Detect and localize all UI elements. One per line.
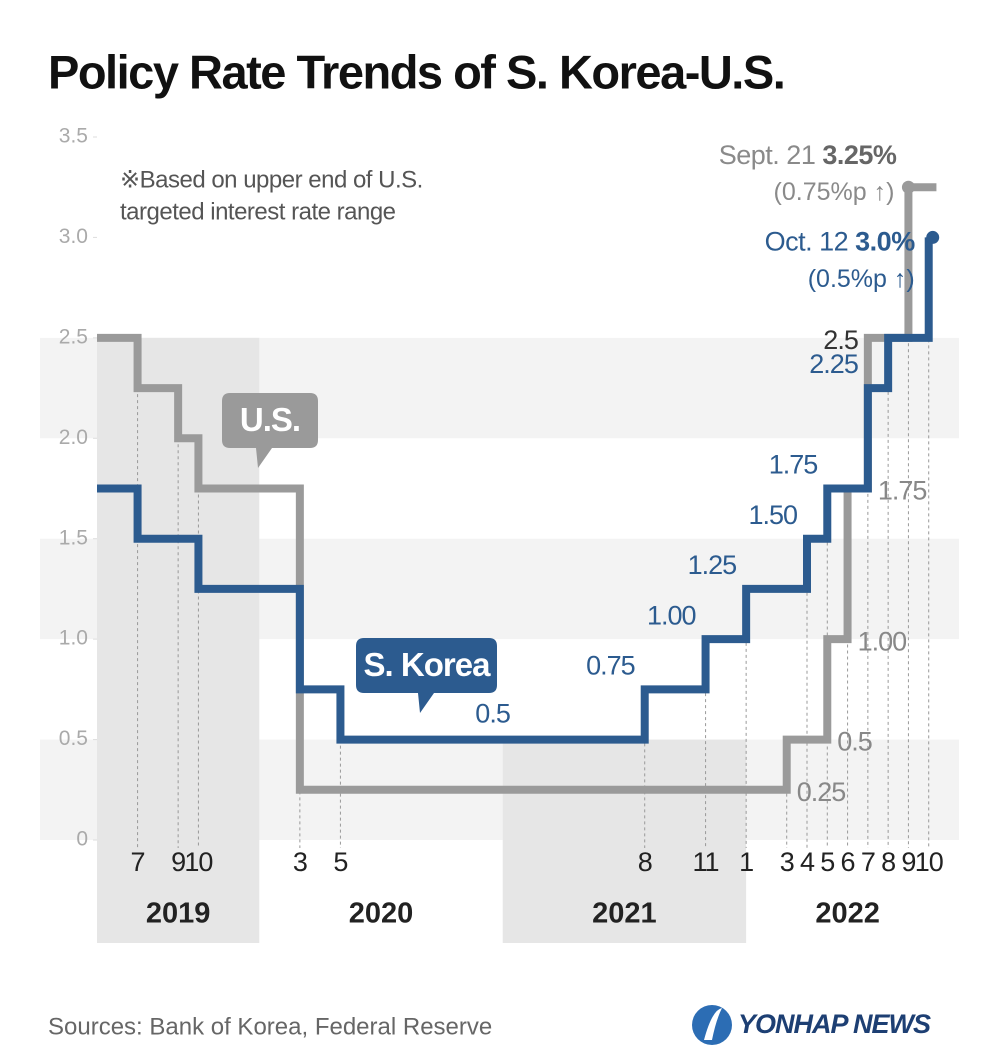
x-tick-label: 5 [820,847,834,877]
value-label: 1.75 [878,476,927,506]
x-tick-label: 9 [901,847,915,877]
y-tick-label: 1.5 [59,526,88,549]
legend-label: S. Korea [364,646,492,683]
x-tick-label: 3 [780,847,794,877]
callout: Sept. 21 3.25% [719,140,897,170]
x-tick-label: 4 [800,847,815,877]
y-tick-label: 0 [76,828,88,851]
callout: Oct. 12 3.0% [765,227,916,257]
x-tick-label: 8 [881,847,895,877]
logo-text: YONHAP NEWS [738,1009,931,1039]
legend-bubble [222,393,318,468]
year-label: 2022 [815,898,880,930]
value-label: 0.5 [475,699,510,729]
value-label: 0.25 [797,777,846,807]
x-tick-label: 8 [638,847,652,877]
value-label: 0.5 [837,727,872,757]
value-label: 1.00 [858,626,907,656]
y-tick-label: 2.5 [59,325,88,348]
year-label: 2020 [349,898,414,930]
year-label: 2019 [146,898,211,930]
x-tick-label: 6 [841,847,855,877]
legend-label: U.S. [240,401,300,438]
end-dot [901,180,915,194]
x-tick-label: 3 [293,847,307,877]
note: ※Based on upper end of U.S. [120,166,423,193]
x-tick-label: 9 [171,847,185,877]
y-tick-label: 3.5 [59,125,88,148]
value-label: 2.5 [823,325,858,355]
x-tick-label: 7 [861,847,875,877]
callout-change: (0.75%p ↑) [774,178,895,206]
x-tick-label: 10 [915,847,943,877]
value-label: 1.50 [748,500,797,530]
value-label: 1.25 [688,550,737,580]
y-tick-label: 2.0 [59,426,88,449]
y-tick-label: 0.5 [59,727,88,750]
logo-icon-mark [704,1008,722,1040]
callout-date: Oct. 12 [765,227,849,257]
year-label: 2021 [592,898,657,930]
chart-title: Policy Rate Trends of S. Korea-U.S. [48,45,784,98]
logo: YONHAP NEWS [692,1005,932,1045]
value-label: 1.75 [769,450,818,480]
rate-line [97,183,937,794]
callout-date: Sept. 21 [719,140,816,170]
rate-line [97,237,933,744]
value-label: 2.25 [809,349,858,379]
value-label: 0.75 [586,650,635,680]
x-tick-label: 1 [739,847,753,877]
callout-value: 3.25% [822,140,897,170]
value-label: 1.00 [647,600,696,630]
callout-change: (0.5%p ↑) [808,265,915,293]
x-tick-label: 10 [184,847,212,877]
source: Sources: Bank of Korea, Federal Reserve [48,1013,492,1040]
end-dot [926,230,940,244]
legend-bubble [356,638,497,713]
x-tick-label: 5 [333,847,347,877]
note: targeted interest rate range [120,198,396,225]
y-tick-label: 1.0 [59,627,88,650]
x-tick-label: 7 [131,847,145,877]
x-tick-label: 11 [693,847,719,877]
callout-value: 3.0% [855,227,915,257]
y-tick-label: 3.0 [59,225,88,248]
